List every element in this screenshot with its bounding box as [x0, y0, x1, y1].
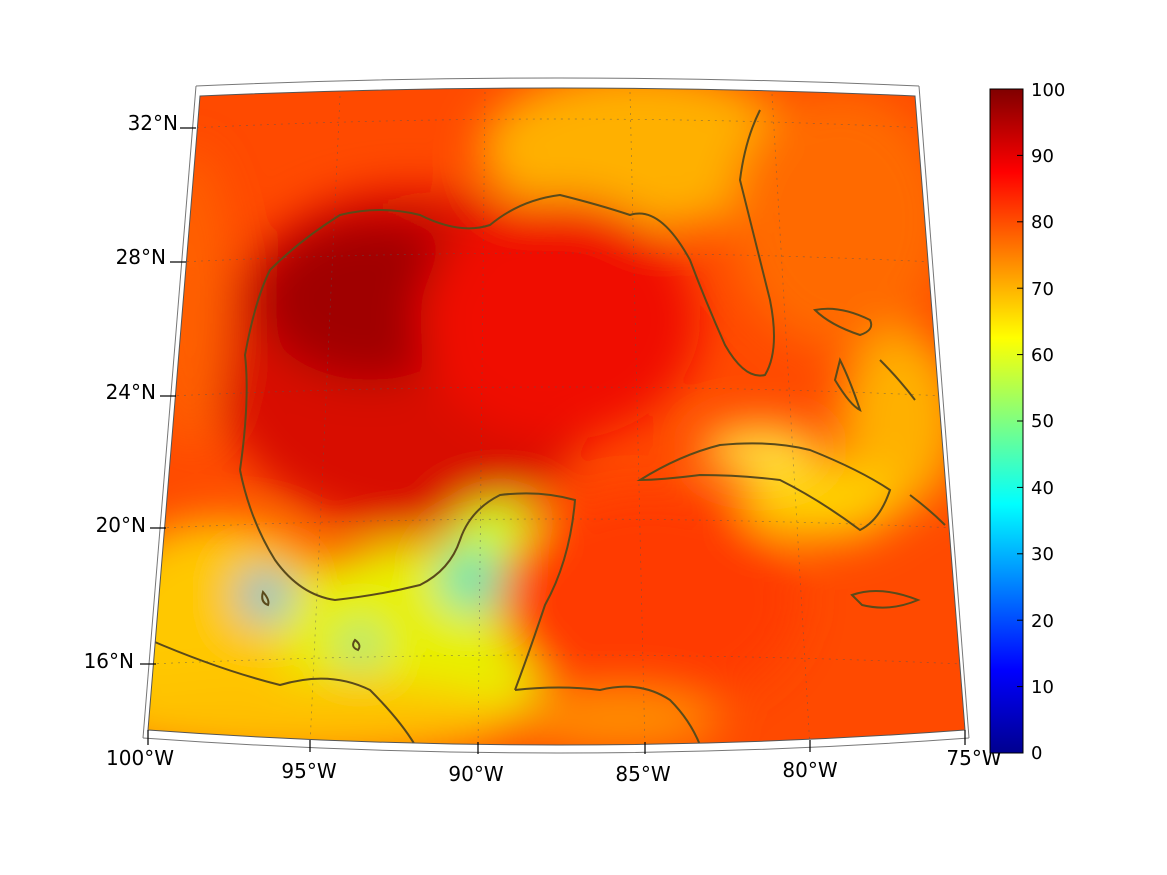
- lat-label: 32°N: [128, 111, 178, 135]
- lon-label: 90°W: [448, 762, 503, 786]
- lon-label: 95°W: [281, 759, 336, 783]
- lat-label: 20°N: [96, 513, 146, 537]
- graticule: [149, 91, 963, 745]
- lat-label: 16°N: [84, 649, 134, 673]
- data-field: [148, 88, 965, 745]
- lon-label: 80°W: [782, 758, 837, 782]
- colorbar-tick-label: 30: [1031, 544, 1054, 565]
- lat-label: 28°N: [116, 245, 166, 269]
- lon-label: 100°W: [106, 746, 174, 770]
- colorbar-tick-label: 40: [1031, 478, 1054, 499]
- lon-labels: 100°W 95°W 90°W 85°W 80°W 75°W: [106, 746, 1002, 786]
- colorbar-tick-label: 90: [1031, 146, 1054, 167]
- colorbar: 100 90 80 70 60 50 40 30 20 10 0: [989, 80, 1065, 764]
- colorbar-tick-label: 60: [1031, 345, 1054, 366]
- map-frame: [147, 87, 966, 746]
- lat-label: 24°N: [106, 380, 156, 404]
- colorbar-tick-label: 70: [1031, 279, 1054, 300]
- lon-label: 85°W: [615, 762, 670, 786]
- colorbar-tick-label: 20: [1031, 611, 1054, 632]
- colorbar-tick-label: 0: [1031, 743, 1042, 764]
- colorbar-tick-label: 10: [1031, 677, 1054, 698]
- tick-marks: [140, 127, 966, 754]
- colorbar-tick-label: 80: [1031, 212, 1054, 233]
- lat-labels: 32°N 28°N 24°N 20°N 16°N: [84, 111, 178, 673]
- colorbar-tick-label: 50: [1031, 411, 1054, 432]
- coastlines: [149, 109, 946, 745]
- colorbar-tick-label: 100: [1031, 80, 1065, 101]
